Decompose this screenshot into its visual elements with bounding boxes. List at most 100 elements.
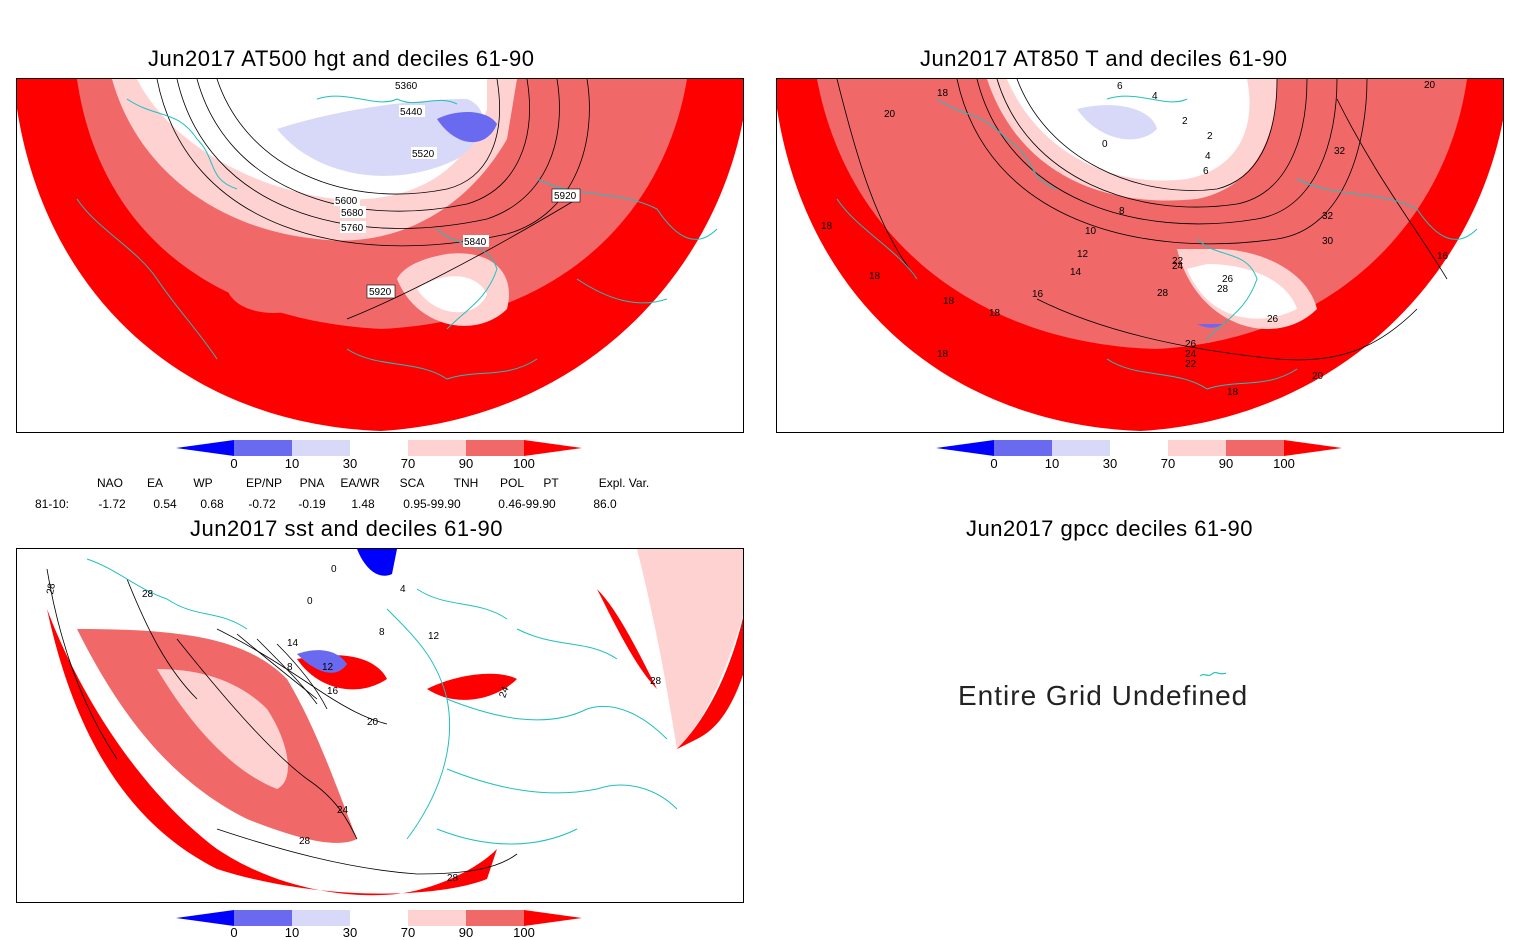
- cbar-label-100: 100: [513, 456, 535, 471]
- idx-header-epnp: EP/NP: [245, 476, 283, 490]
- hgt-label-5680: 5680: [341, 208, 364, 219]
- colorbar-bottom: 0 10 30 70 90 100: [176, 908, 586, 940]
- t850-label-32b: 32: [1322, 211, 1334, 222]
- cbar-seg-2: [292, 440, 350, 456]
- sst-label-16: 16: [327, 686, 339, 697]
- sst-contour-labels: 28 28 0 0 4 8 12 14 8 12 16 20 24 28 28 …: [45, 564, 661, 884]
- sst-label-28d: 28: [650, 676, 662, 687]
- cbar-label-100: 100: [1273, 456, 1295, 471]
- t850-label-18f: 18: [821, 221, 833, 232]
- t850-label-22b: 22: [1185, 359, 1197, 370]
- colorbar-top-right: 0 10 30 70 90 100: [936, 438, 1346, 478]
- sst-label-8a: 8: [379, 627, 385, 638]
- t850-label-2a: 2: [1182, 116, 1188, 127]
- indices-header-row: NAO EA WP EP/NP PNA EA/WR SCA TNH POL PT…: [0, 476, 760, 492]
- idx-value-ea: 0.54: [153, 497, 177, 511]
- cbar-label-90: 90: [458, 925, 474, 940]
- cbar-label-100: 100: [513, 925, 535, 940]
- t850-label-20c: 20: [1312, 371, 1324, 382]
- hgt-label-5600: 5600: [335, 196, 358, 207]
- t850-label-14: 14: [1070, 267, 1082, 278]
- t850-label-10: 10: [1085, 226, 1097, 237]
- cbar-seg-0: [176, 440, 234, 456]
- sst-map: 28 28 0 0 4 8 12 14 8 12 16 20 24 28 28 …: [16, 548, 744, 903]
- hgt-contour-labels: 5360 5440 5520 5600 5680 5760 5840 5920 …: [334, 79, 581, 299]
- cbar-seg-6: [524, 440, 582, 456]
- idx-header-pol: POL: [499, 476, 525, 490]
- t850-label-26a: 26: [1222, 274, 1234, 285]
- gpcc-coast-fragment: [1199, 671, 1227, 677]
- t850-label-22: 22: [1172, 256, 1184, 267]
- t850-panel-title: Jun2017 AT850 T and deciles 61-90: [920, 46, 1288, 71]
- sst-label-28c: 28: [299, 836, 311, 847]
- cbar-seg-3: [350, 440, 408, 456]
- cbar-label-70: 70: [400, 456, 416, 471]
- indices-value-row: 81-10: -1.72 0.54 0.68 -0.72 -0.19 1.48 …: [0, 497, 760, 513]
- hgt-panel-title: Jun2017 AT500 hgt and deciles 61-90: [148, 46, 535, 71]
- t850-label-20a: 20: [884, 109, 896, 120]
- idx-header-pt: PT: [543, 476, 559, 490]
- gpcc-undefined-message: Entire Grid Undefined: [958, 680, 1249, 711]
- t850-label-32a: 32: [1334, 146, 1346, 157]
- t850-label-18d: 18: [869, 271, 881, 282]
- cbar-label-0: 0: [230, 456, 238, 471]
- idx-value-eawr: 1.48: [351, 497, 375, 511]
- hgt-label-5440: 5440: [400, 107, 423, 118]
- cbar-label-30: 30: [342, 456, 358, 471]
- idx-header-sca: SCA: [399, 476, 425, 490]
- t850-label-6b: 6: [1203, 166, 1209, 177]
- sst-label-4: 4: [400, 584, 406, 595]
- sst-label-14: 14: [287, 638, 299, 649]
- cbar-label-30: 30: [1102, 456, 1118, 471]
- sst-label-20: 20: [367, 717, 379, 728]
- cbar-seg-4: [408, 440, 466, 456]
- idx-value-sca-tnh: 0.95-99.90: [403, 497, 461, 511]
- gpcc-panel-title: Jun2017 gpcc deciles 61-90: [966, 516, 1253, 541]
- t850-label-4b: 4: [1205, 151, 1211, 162]
- idx-header-pna: PNA: [299, 476, 325, 490]
- sst-label-28a: 28: [45, 582, 58, 595]
- t850-label-18c: 18: [943, 296, 955, 307]
- t850-label-26c: 26: [1185, 339, 1197, 350]
- idx-value-nao: -1.72: [98, 497, 126, 511]
- t850-label-28a: 28: [1157, 288, 1169, 299]
- t850-label-20b: 20: [1424, 80, 1436, 91]
- sst-label-24b: 24: [497, 685, 511, 700]
- t850-label-24: 24: [1172, 261, 1184, 272]
- t850-label-4a: 4: [1152, 91, 1158, 102]
- hgt-label-5840: 5840: [464, 237, 487, 248]
- t850-label-28b: 28: [1217, 284, 1229, 295]
- hgt-label-5760: 5760: [341, 223, 364, 234]
- idx-header-eawr: EA/WR: [340, 476, 380, 490]
- cbar-label-70: 70: [400, 925, 416, 940]
- t850-label-30: 30: [1322, 236, 1334, 247]
- hgt-label-5920a: 5920: [554, 191, 577, 202]
- idx-value-pna: -0.19: [298, 497, 326, 511]
- cbar-label-10: 10: [284, 456, 300, 471]
- idx-row-label: 81-10:: [34, 497, 70, 511]
- hgt-label-5520: 5520: [412, 149, 435, 160]
- sst-label-0b: 0: [307, 596, 313, 607]
- cbar-label-90: 90: [458, 456, 474, 471]
- cbar-label-70: 70: [1160, 456, 1176, 471]
- t850-label-2b: 2: [1207, 131, 1213, 142]
- idx-header-nao: NAO: [96, 476, 124, 490]
- cbar-label-10: 10: [1044, 456, 1060, 471]
- sst-label-28e: 28: [447, 873, 459, 884]
- sst-label-0a: 0: [331, 564, 337, 575]
- sst-label-28b: 28: [142, 589, 154, 600]
- sst-label-12b: 12: [322, 662, 334, 673]
- cbar-seg-5: [466, 440, 524, 456]
- t850-label-12: 12: [1077, 249, 1089, 260]
- t850-map: 18 20 6 4 2 0 2 4 6 8 10 12 14 16 18 18 …: [776, 78, 1504, 433]
- t850-label-18e: 18: [937, 349, 949, 360]
- cbar-label-30: 30: [342, 925, 358, 940]
- colorbar-top-left: 0 10 30 70 90 100: [176, 438, 586, 478]
- idx-header-explvar: Expl. Var.: [598, 476, 650, 490]
- cbar-label-0: 0: [230, 925, 238, 940]
- cbar-seg-1: [234, 440, 292, 456]
- idx-value-wp: 0.68: [200, 497, 224, 511]
- t850-label-18g: 18: [1227, 387, 1239, 398]
- t850-label-0a: 0: [1102, 139, 1108, 150]
- idx-header-tnh: TNH: [453, 476, 479, 490]
